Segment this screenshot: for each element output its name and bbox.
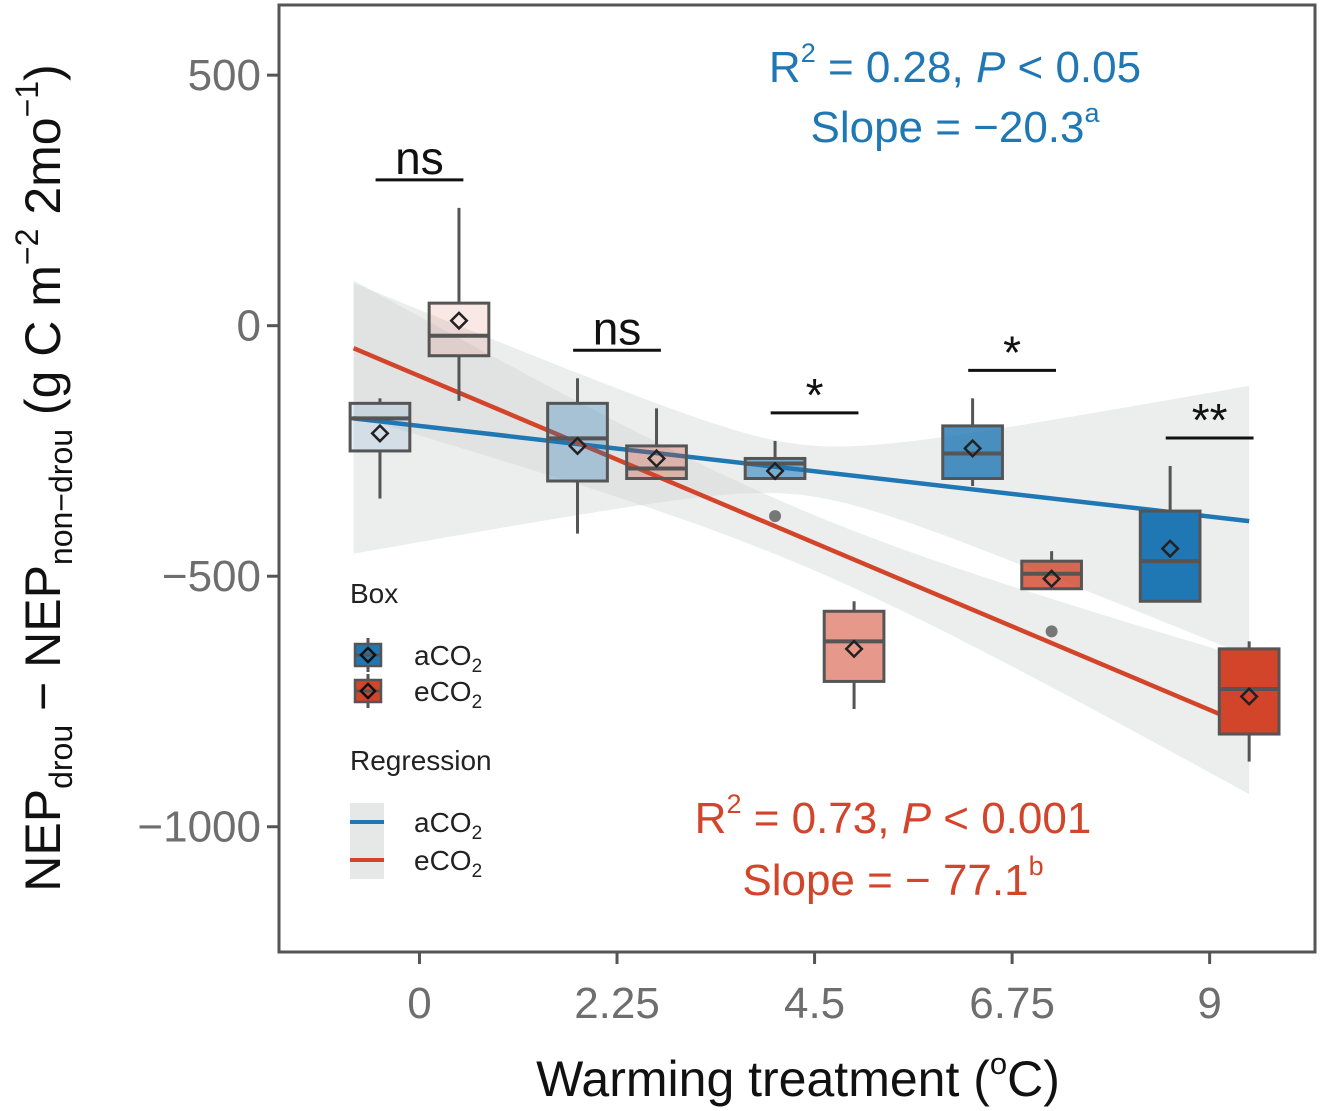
axes: −1000 −500 0 500 0 2.25 4.5 6.75 9	[137, 51, 1221, 1028]
diamond-icon	[359, 682, 377, 700]
box-eco2-6.75	[1020, 551, 1083, 638]
significance-label: ns	[593, 302, 642, 354]
stat-eco2-slope-value: Slope = − 77.1	[742, 856, 1028, 905]
box-eco2-9	[1217, 641, 1281, 762]
box-aco2-2.25	[546, 378, 609, 534]
stat-eco2-p-symbol: P	[902, 794, 932, 843]
y-tick-label: 0	[237, 302, 261, 351]
box-body	[546, 401, 609, 483]
y-tick-label: −1000	[137, 803, 261, 852]
stat-aco2-slope: Slope = −20.3a	[810, 98, 1100, 152]
outlier-point	[769, 510, 782, 523]
stat-aco2-p-value: < 0.05	[1005, 43, 1141, 92]
stat-aco2-r-symbol: R	[769, 43, 801, 92]
stat-aco2-slope-value: Slope = −20.3	[810, 103, 1084, 152]
stat-eco2-p-value: < 0.001	[931, 794, 1091, 843]
box-body	[822, 609, 886, 683]
legend-box-title: Box	[350, 578, 398, 609]
y-axis-title: NEPdrou − NEPnon−drou (g C m−2 2mo−1)	[9, 64, 79, 891]
x-tick-label: 9	[1197, 979, 1221, 1028]
mean-marker	[1160, 539, 1180, 559]
legend-box-key-eco2	[353, 674, 383, 708]
stat-eco2-r2: R2 = 0.73, P < 0.001	[695, 789, 1092, 843]
stat-aco2-r2: R2 = 0.28, P < 0.05	[769, 38, 1141, 92]
significance-label: *	[806, 369, 824, 421]
significance-4.5: *	[770, 369, 859, 421]
legend-regression-title: Regression	[350, 745, 492, 776]
stat-eco2-r-sup: 2	[726, 789, 741, 819]
y-tick-label: −500	[162, 552, 261, 601]
legend-reg-label-aco2: aCO2	[414, 807, 482, 844]
stat-eco2-slope: Slope = − 77.1b	[742, 851, 1043, 905]
significance-label: **	[1192, 394, 1228, 446]
regression-line-eco2	[352, 346, 1251, 729]
box-eco2-0	[427, 207, 491, 401]
box-aco2-6.75	[941, 398, 1004, 487]
stat-eco2-r-symbol: R	[695, 794, 727, 843]
mean-marker	[844, 639, 864, 659]
mean-marker	[963, 438, 983, 458]
mean-marker	[567, 436, 588, 456]
significance-9: **	[1165, 394, 1254, 446]
stat-aco2-p-symbol: P	[976, 43, 1006, 92]
significance-2.25: ns	[573, 302, 661, 354]
significance-label: *	[1003, 326, 1021, 378]
x-tick-label: 6.75	[969, 979, 1055, 1028]
box-aco2-9	[1138, 465, 1202, 603]
box-eco2-2.25	[625, 408, 688, 480]
box-aco2-4.5	[743, 440, 807, 523]
mean-marker	[449, 311, 469, 331]
mean-marker	[646, 448, 667, 469]
stat-eco2-slope-sup: b	[1029, 851, 1044, 881]
outlier-point	[1045, 625, 1058, 638]
stat-aco2-r-sup: 2	[801, 38, 816, 68]
box-body	[1217, 647, 1281, 736]
y-tick-label: 500	[188, 51, 261, 100]
box-body	[348, 401, 412, 453]
x-axis-title: Warming treatment (oC)	[536, 1046, 1060, 1107]
significance-6.75: *	[968, 326, 1056, 378]
boxplots	[348, 207, 1281, 762]
x-tick-label: 0	[407, 979, 431, 1028]
plot-panel-border	[277, 3, 1317, 954]
stat-aco2-r-value: = 0.28,	[816, 43, 976, 92]
mean-marker	[370, 423, 390, 443]
significance-0: ns	[375, 132, 464, 184]
significance-label: ns	[395, 132, 444, 184]
x-tick-label: 4.5	[784, 979, 845, 1028]
diamond-icon	[359, 646, 377, 664]
box-eco2-4.5	[822, 601, 886, 709]
legend-reg-label-eco2: eCO2	[414, 845, 482, 882]
legend-box-label-eco2: eCO2	[414, 676, 482, 713]
legend-box-label-aco2: aCO2	[414, 640, 482, 677]
box-aco2-0	[348, 398, 412, 499]
mean-marker	[1042, 569, 1062, 589]
mean-marker	[765, 461, 785, 481]
mean-marker	[1239, 686, 1259, 707]
legend-box-key-aco2	[353, 638, 383, 672]
x-tick-label: 2.25	[574, 979, 660, 1028]
stat-eco2-r-value: = 0.73,	[741, 794, 901, 843]
legend: Box aCO2 eCO2 Regression aCO2 eCO2	[350, 578, 492, 882]
stat-aco2-slope-sup: a	[1084, 98, 1100, 128]
